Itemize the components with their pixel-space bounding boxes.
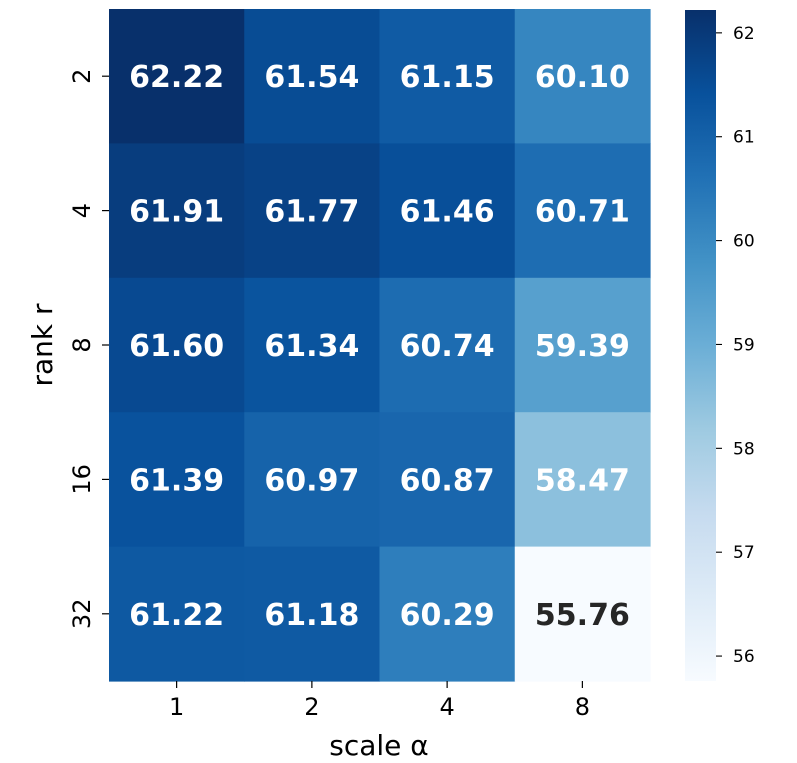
heatmap-cell-label: 61.39 xyxy=(129,463,224,498)
heatmap-cell-label: 60.74 xyxy=(400,329,495,364)
x-tick-label: 8 xyxy=(575,693,590,721)
y-tick-label: 32 xyxy=(68,599,96,630)
heatmap-cell xyxy=(244,143,381,279)
heatmap-cell xyxy=(379,143,516,279)
heatmap-cell-label: 59.39 xyxy=(535,329,630,364)
heatmap-cell-label: 58.47 xyxy=(535,463,630,498)
colorbar-tick-label: 60 xyxy=(733,232,755,252)
x-axis-ticks: 1 2 4 8 xyxy=(169,681,590,721)
heatmap-cell xyxy=(244,412,381,548)
heatmap-cell xyxy=(109,412,245,548)
y-tick-label: 2 xyxy=(68,69,96,84)
heatmap-cell-label: 61.54 xyxy=(264,60,359,95)
y-tick-label: 16 xyxy=(68,464,96,495)
x-axis-label: scale α xyxy=(329,729,429,762)
y-tick-label: 8 xyxy=(68,337,96,352)
heatmap-cell xyxy=(109,277,245,413)
heatmap-cell-label: 60.29 xyxy=(400,598,495,633)
heatmap-cell-label: 61.22 xyxy=(129,598,224,633)
heatmap-cell-label: 61.18 xyxy=(264,598,359,633)
colorbar-tick-label: 58 xyxy=(733,439,755,459)
y-axis-ticks: 2 4 8 16 32 xyxy=(68,69,109,630)
heatmap-cell xyxy=(379,9,516,144)
x-tick-label: 1 xyxy=(169,693,184,721)
x-tick-label: 4 xyxy=(439,693,454,721)
heatmap-cell-label: 62.22 xyxy=(129,60,224,95)
y-tick-label: 4 xyxy=(68,203,96,218)
heatmap-cell xyxy=(379,546,516,682)
colorbar-tick-label: 61 xyxy=(733,128,755,148)
heatmap-cell-label: 55.76 xyxy=(535,598,630,633)
heatmap-cell xyxy=(514,143,651,279)
heatmap-cell xyxy=(514,546,651,682)
heatmap-cell xyxy=(244,546,381,682)
heatmap-cell-label: 60.87 xyxy=(400,463,495,498)
heatmap-cells xyxy=(109,9,651,682)
heatmap-cell-label: 61.46 xyxy=(400,195,495,230)
heatmap-cell-label: 61.91 xyxy=(129,195,224,230)
colorbar-tick-label: 56 xyxy=(733,647,755,667)
heatmap-cell-label: 60.10 xyxy=(535,60,630,95)
colorbar-tick-label: 57 xyxy=(733,543,755,563)
heatmap-cell-label: 61.77 xyxy=(264,195,359,230)
heatmap-cell-label: 61.15 xyxy=(400,60,495,95)
heatmap-cell xyxy=(109,546,245,682)
heatmap-cell xyxy=(109,9,245,144)
heatmap-cell xyxy=(514,9,651,144)
heatmap-cell xyxy=(379,412,516,548)
heatmap-cell-label: 61.34 xyxy=(264,329,359,364)
heatmap-cell xyxy=(109,143,245,279)
heatmap-cell xyxy=(514,277,651,413)
colorbar xyxy=(685,10,716,681)
heatmap-cell-labels: 62.22 61.54 61.15 60.10 61.91 61.77 61.46 60.71… xyxy=(129,60,630,633)
colorbar-ticks: 56 57 58 59 60 61 62 xyxy=(716,24,755,667)
colorbar-tick-label: 59 xyxy=(733,335,755,355)
heatmap-cell-label: 60.71 xyxy=(535,195,630,230)
y-axis-label: rank r xyxy=(26,303,59,387)
heatmap-cell xyxy=(514,412,651,548)
colorbar-tick-label: 62 xyxy=(733,24,755,44)
heatmap-cell xyxy=(244,277,381,413)
heatmap-cell xyxy=(379,277,516,413)
heatmap-cell-label: 60.97 xyxy=(264,463,359,498)
heatmap-cell-label: 61.60 xyxy=(129,329,224,364)
heatmap-cell xyxy=(244,9,381,144)
x-tick-label: 2 xyxy=(304,693,319,721)
